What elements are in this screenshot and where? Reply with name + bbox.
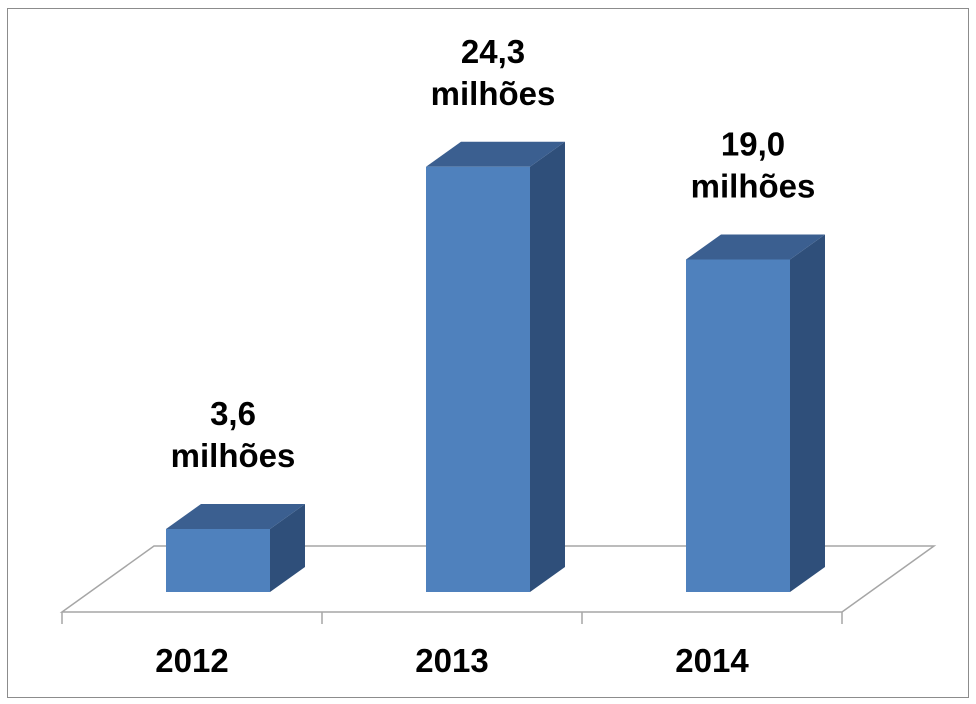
bar-front-face	[426, 166, 530, 592]
x-tick-label: 2012	[155, 642, 228, 679]
bar-front-face	[686, 259, 790, 592]
bars-group	[166, 141, 825, 592]
data-label-value: 19,0	[721, 126, 785, 163]
data-label-unit: milhões	[171, 437, 296, 474]
data-label-unit: milhões	[431, 75, 556, 112]
data-label-value: 24,3	[461, 33, 525, 70]
bar-side-face	[270, 504, 305, 592]
data-label-value: 3,6	[210, 395, 256, 432]
bar-2013	[426, 141, 565, 592]
bar-2012	[166, 504, 305, 592]
chart-floor	[59, 545, 937, 624]
category-labels-group: 2012 2013 2014	[155, 642, 749, 679]
x-tick-label: 2013	[415, 642, 488, 679]
data-labels-group: 3,6 milhões 24,3 milhões 19,0 milhões	[171, 33, 816, 474]
bar-front-face	[166, 529, 270, 592]
bar-top-face	[686, 234, 825, 260]
x-tick-label: 2014	[675, 642, 749, 679]
bar-side-face	[790, 234, 825, 592]
bar-side-face	[530, 141, 565, 592]
bar-top-face	[166, 504, 305, 529]
data-label-unit: milhões	[691, 168, 816, 205]
bar-top-face	[426, 141, 565, 167]
bar-2014	[686, 234, 825, 592]
